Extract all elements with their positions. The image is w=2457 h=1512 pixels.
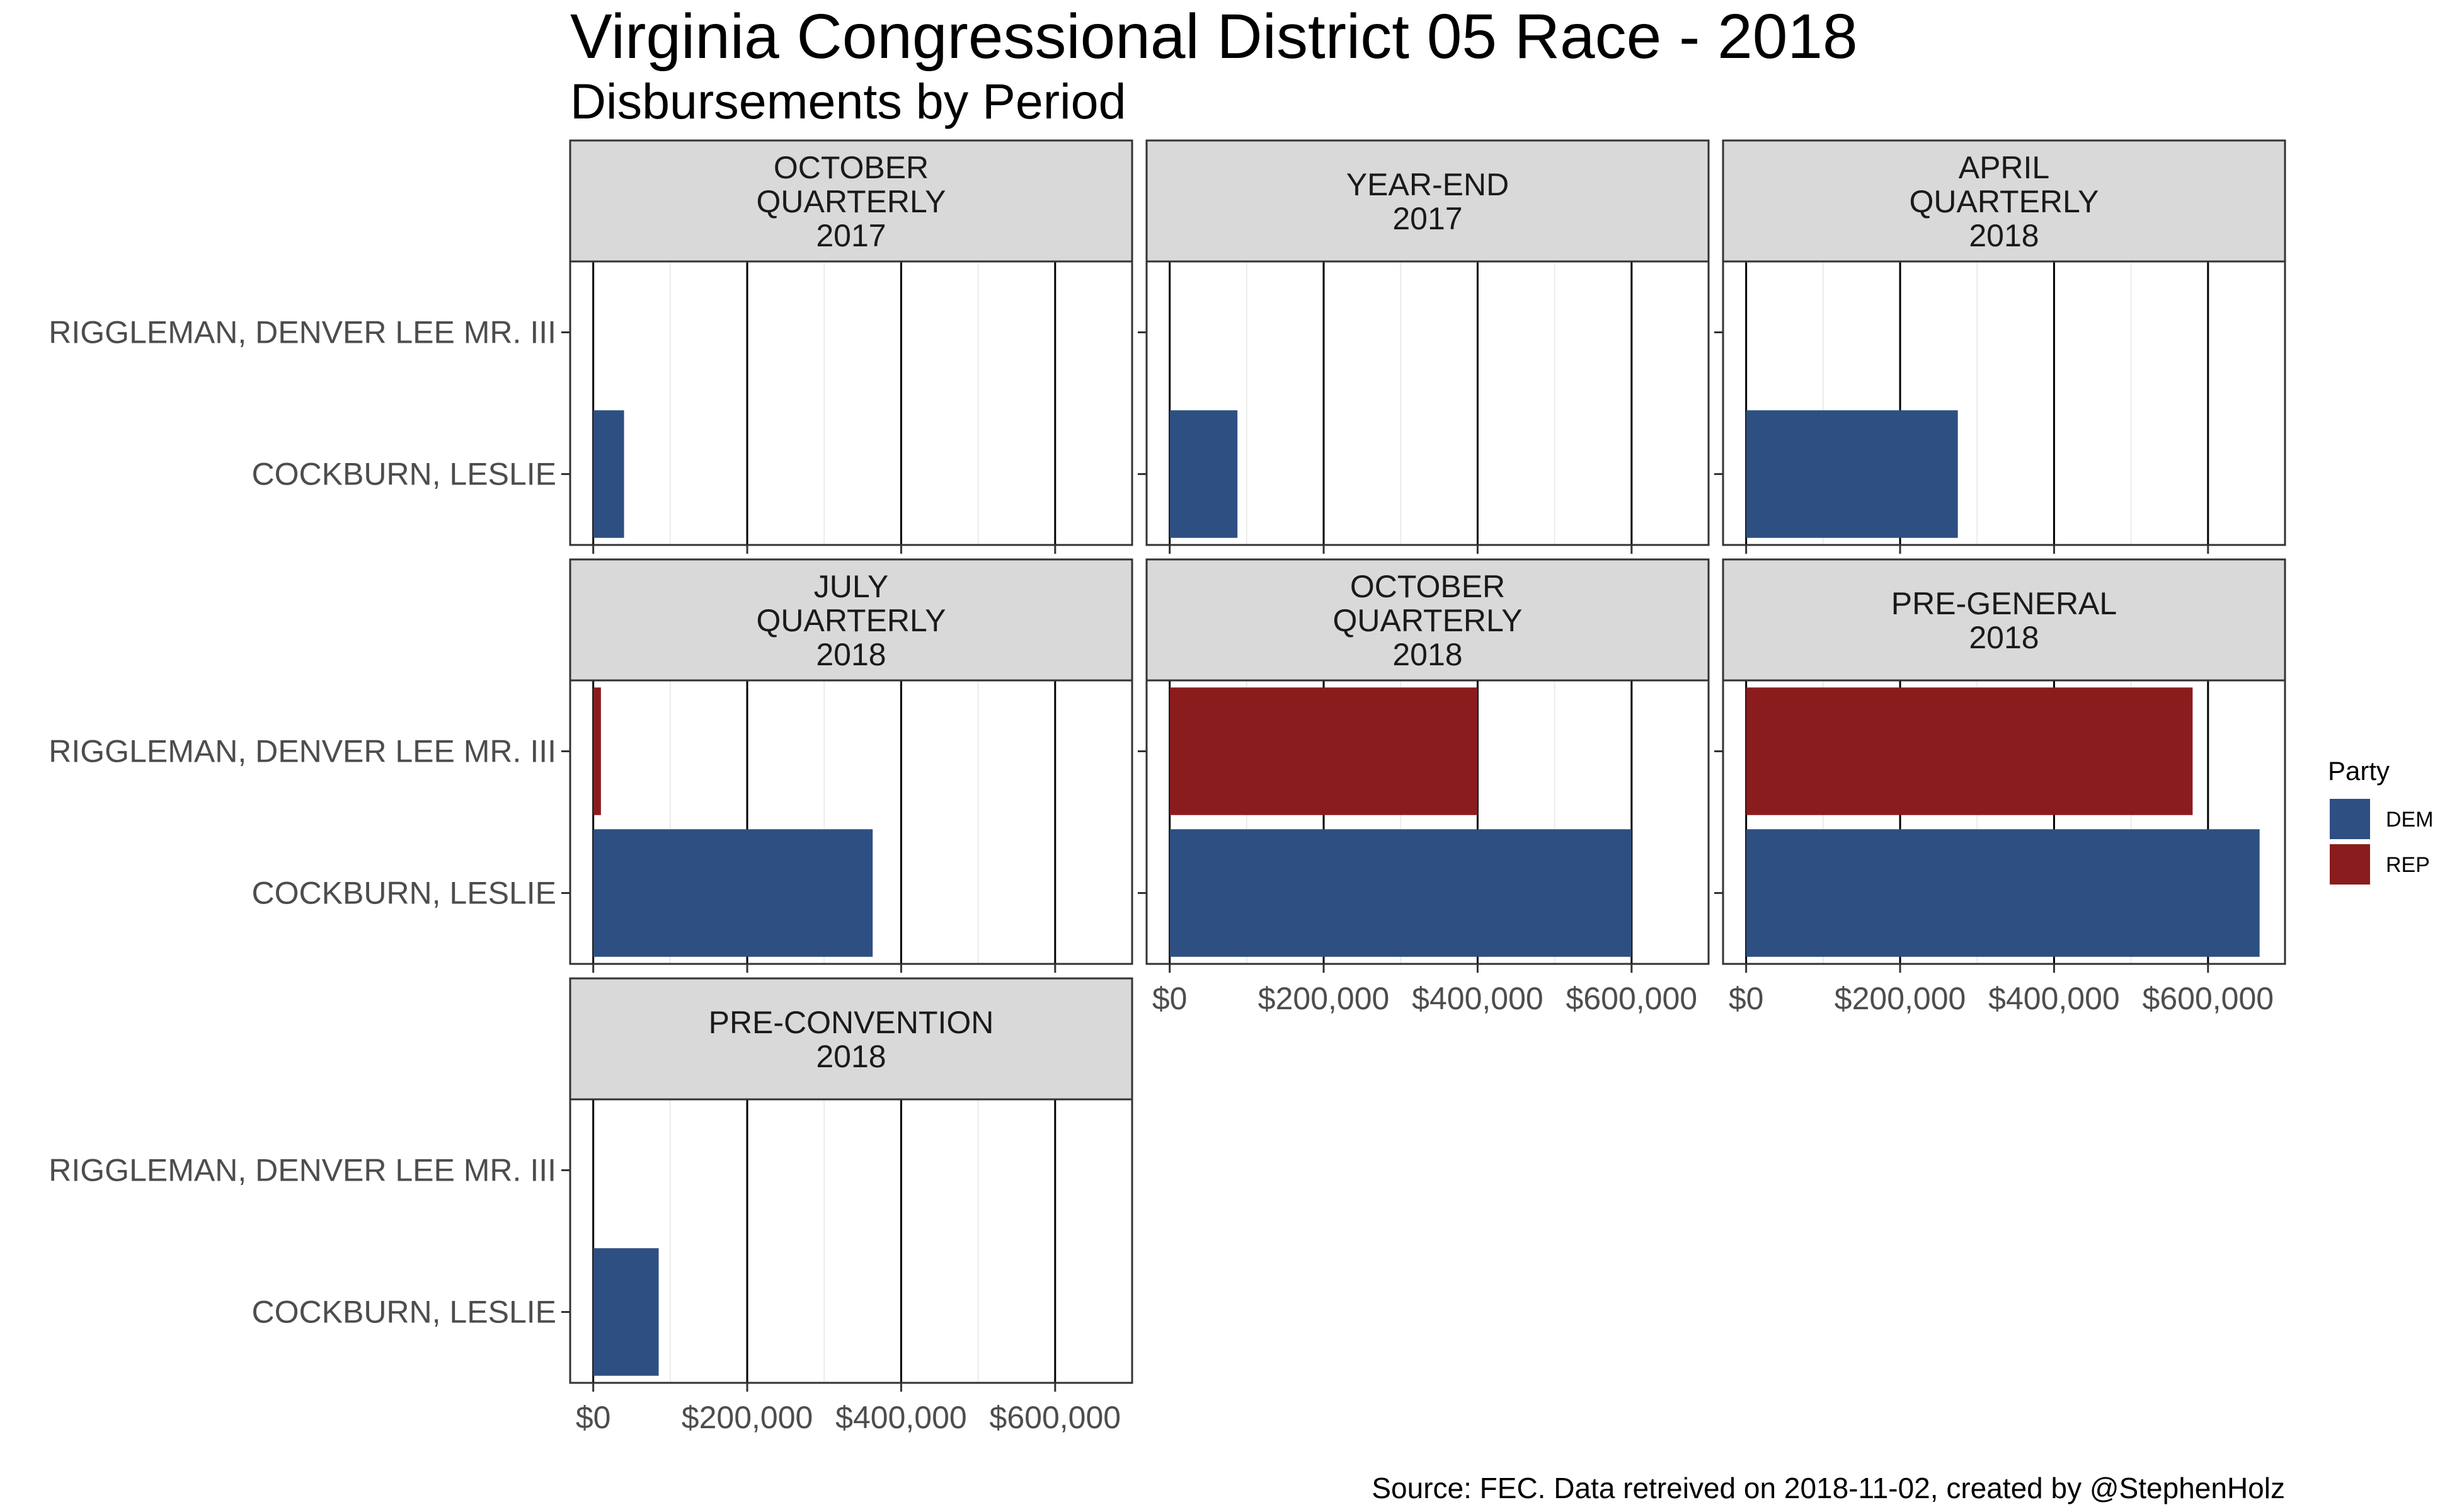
legend: Party DEM REP xyxy=(2328,756,2434,885)
panel-border xyxy=(1722,260,2286,546)
legend-title: Party xyxy=(2328,756,2390,786)
y-tick-label: COCKBURN, LESLIE xyxy=(252,876,556,911)
facet-label: 2018 xyxy=(816,637,886,672)
facet-label: 2018 xyxy=(1969,218,2039,253)
y-tick-label: RIGGLEMAN, DENVER LEE MR. III xyxy=(49,734,556,769)
y-tick-label: RIGGLEMAN, DENVER LEE MR. III xyxy=(49,1153,556,1188)
facet-label: PRE-CONVENTION xyxy=(709,1005,994,1040)
facet-label: APRIL xyxy=(1959,150,2050,185)
x-tick-label: $400,000 xyxy=(1412,981,1544,1016)
panel-border xyxy=(569,1098,1133,1384)
x-tick-label: $200,000 xyxy=(1258,981,1390,1016)
facet-label: 2018 xyxy=(1969,620,2039,655)
panel-border xyxy=(1145,679,1710,965)
facet-label: QUARTERLY xyxy=(756,603,946,638)
bar-rep xyxy=(593,687,601,815)
facet-label: 2017 xyxy=(816,218,886,253)
facet-strip xyxy=(569,139,1133,263)
chart-subtitle: Disbursements by Period xyxy=(570,73,1126,129)
facet-label: PRE-GENERAL xyxy=(1891,586,2117,621)
legend-swatch-rep xyxy=(2330,844,2370,885)
facet-strip xyxy=(569,558,1133,682)
bar-dem xyxy=(593,829,873,957)
bar-dem xyxy=(593,1248,659,1376)
panel-border xyxy=(1145,260,1710,546)
bar-dem xyxy=(593,410,624,538)
x-tick-label: $0 xyxy=(1729,981,1764,1016)
plot-background xyxy=(570,261,1132,545)
y-tick-label: COCKBURN, LESLIE xyxy=(252,457,556,492)
legend-label: REP xyxy=(2386,853,2430,877)
panel-border xyxy=(569,679,1133,965)
bar-dem xyxy=(1169,829,1632,957)
plot-background xyxy=(570,1099,1132,1383)
x-tick-label: $400,000 xyxy=(1988,981,2120,1016)
facet-label: OCTOBER xyxy=(774,150,929,185)
x-tick-label: $200,000 xyxy=(1835,981,1966,1016)
chart-caption: Source: FEC. Data retreived on 2018-11-0… xyxy=(1372,1472,2285,1504)
panel-border xyxy=(569,260,1133,546)
legend-label: DEM xyxy=(2386,808,2434,832)
bar-rep xyxy=(1169,687,1478,815)
bar-dem xyxy=(1746,829,2260,957)
x-tick-label: $0 xyxy=(576,1400,611,1435)
facet-label: YEAR-END xyxy=(1346,167,1509,202)
panel-border xyxy=(1722,679,2286,965)
facet-label: QUARTERLY xyxy=(1909,184,2099,219)
facet-strip xyxy=(1145,558,1710,682)
y-tick-label: RIGGLEMAN, DENVER LEE MR. III xyxy=(49,315,556,350)
x-tick-label: $600,000 xyxy=(1566,981,1698,1016)
facet-strip xyxy=(1722,139,2286,263)
legend-swatch-dem xyxy=(2330,799,2370,839)
facet-label: JULY xyxy=(814,569,889,604)
facet-label: QUARTERLY xyxy=(1332,603,1522,638)
y-tick-label: COCKBURN, LESLIE xyxy=(252,1295,556,1330)
facet-label: 2018 xyxy=(816,1039,886,1074)
facet-label: QUARTERLY xyxy=(756,184,946,219)
facet-label: 2018 xyxy=(1392,637,1462,672)
bar-dem xyxy=(1746,410,1958,538)
facet-strip xyxy=(569,977,1133,1101)
bar-dem xyxy=(1169,410,1238,538)
chart-title: Virginia Congressional District 05 Race … xyxy=(570,1,1858,72)
x-tick-label: $600,000 xyxy=(2143,981,2274,1016)
facet-label: OCTOBER xyxy=(1350,569,1505,604)
bar-rep xyxy=(1746,687,2193,815)
facet-label: 2017 xyxy=(1392,201,1462,236)
x-tick-label: $400,000 xyxy=(835,1400,967,1435)
x-tick-label: $0 xyxy=(1152,981,1188,1016)
plot-background xyxy=(1147,261,1709,545)
x-tick-label: $200,000 xyxy=(682,1400,813,1435)
x-tick-label: $600,000 xyxy=(990,1400,1121,1435)
